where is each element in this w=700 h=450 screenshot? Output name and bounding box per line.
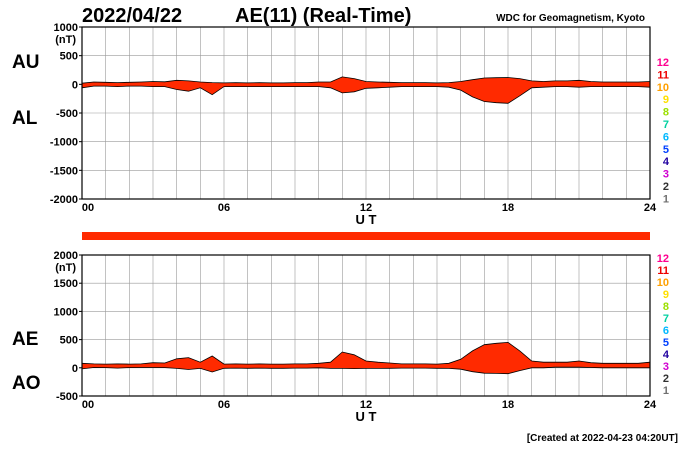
station-number: 2	[663, 181, 669, 193]
station-number: 11	[657, 69, 669, 81]
station-number: 9	[663, 289, 669, 301]
station-number: 10	[657, 277, 669, 289]
station-number: 1	[663, 385, 669, 397]
station-number: 1	[663, 193, 669, 205]
station-number: 12	[657, 253, 669, 265]
y-tick-label: 1500	[54, 278, 78, 290]
y-tick-label: 1000	[54, 22, 78, 34]
station-number: 7	[663, 119, 669, 131]
x-tick-label: 06	[218, 399, 230, 411]
station-number: 3	[663, 169, 669, 181]
created-label: [Created at 2022-04-23 04:20UT]	[527, 433, 678, 444]
y-tick-label: 1000	[54, 306, 78, 318]
x-axis-label: U T	[356, 212, 377, 227]
date-label: 2022/04/22	[82, 5, 182, 27]
y-tick-label: 500	[60, 335, 78, 347]
y-axis-unit: (nT)	[55, 262, 76, 274]
station-number: 5	[663, 337, 669, 349]
y-axis-unit: (nT)	[55, 34, 76, 46]
station-number: 6	[663, 325, 669, 337]
station-number: 6	[663, 131, 669, 143]
series-area-fill	[82, 76, 650, 104]
series-label-ae: AE	[12, 329, 38, 350]
station-number: 8	[663, 107, 669, 119]
y-tick-label: 0	[72, 79, 78, 91]
y-tick-label: -500	[56, 391, 78, 403]
station-number: 4	[663, 156, 670, 168]
series-label-ao: AO	[12, 373, 41, 394]
x-tick-label: 18	[502, 202, 514, 214]
separator-bar	[82, 232, 650, 240]
x-tick-label: 06	[218, 202, 230, 214]
station-number: 2	[663, 373, 669, 385]
x-tick-label: 12	[360, 202, 372, 214]
station-number: 4	[663, 349, 670, 361]
station-number: 10	[657, 82, 669, 94]
series-area-fill	[82, 342, 650, 374]
y-tick-label: -500	[56, 108, 78, 120]
x-tick-label: 00	[82, 202, 94, 214]
y-tick-label: 2000	[54, 250, 78, 262]
station-number: 9	[663, 94, 669, 106]
x-tick-label: 24	[644, 399, 657, 411]
x-axis-label: U T	[356, 409, 377, 424]
source-label: WDC for Geomagnetism, Kyoto	[496, 13, 645, 24]
station-number: 11	[657, 265, 669, 277]
plot-frame	[81, 254, 651, 397]
chart-title: AE(11) (Real-Time)	[235, 5, 411, 27]
series-label-al: AL	[12, 108, 38, 129]
y-tick-label: -1500	[50, 165, 78, 177]
series-line-au	[81, 76, 651, 84]
x-tick-label: 12	[360, 399, 372, 411]
y-tick-label: 0	[72, 363, 78, 375]
station-number: 7	[663, 313, 669, 325]
x-tick-label: 18	[502, 399, 514, 411]
series-label-au: AU	[12, 52, 39, 73]
station-number: 3	[663, 361, 669, 373]
x-tick-label: 24	[644, 202, 657, 214]
series-line-ae	[81, 341, 651, 365]
y-tick-label: 500	[60, 51, 78, 63]
series-line-ao	[81, 366, 650, 375]
station-number: 8	[663, 301, 669, 313]
station-number: 5	[663, 144, 669, 156]
y-tick-label: -1000	[50, 137, 78, 149]
x-tick-label: 00	[82, 399, 94, 411]
station-number: 12	[657, 57, 669, 69]
series-line-al	[81, 85, 651, 104]
y-tick-label: -2000	[50, 194, 78, 206]
